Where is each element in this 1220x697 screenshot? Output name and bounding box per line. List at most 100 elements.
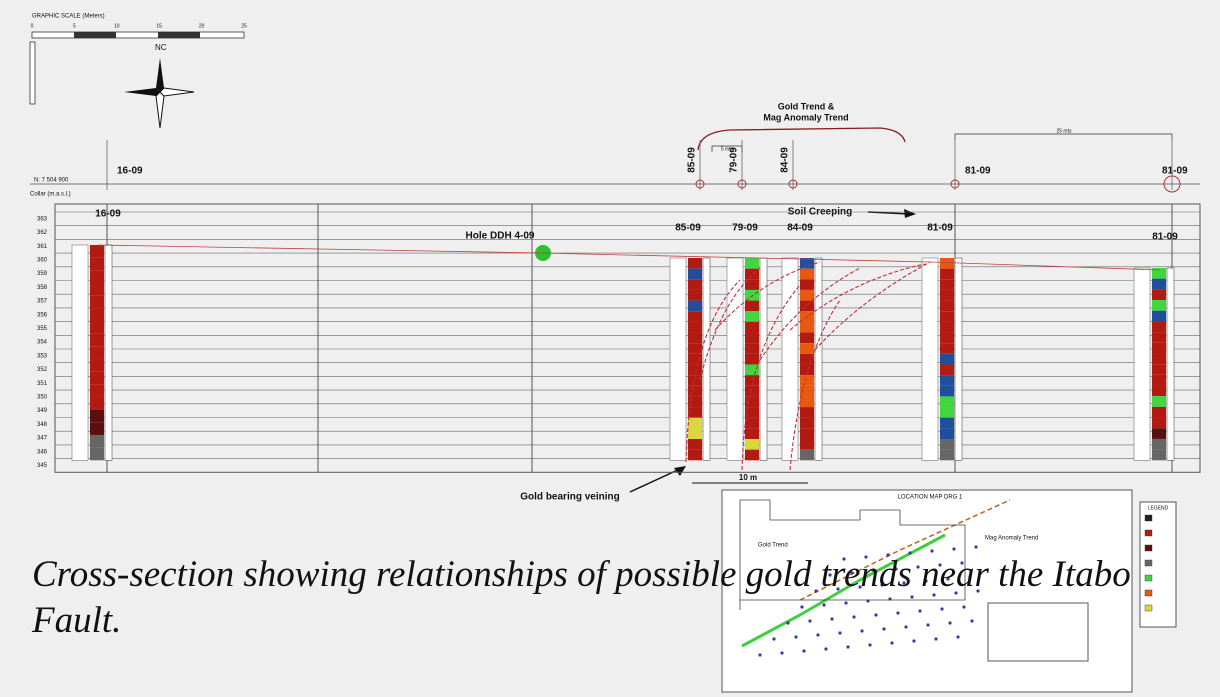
sample-column	[670, 258, 686, 460]
lithology-cell	[1152, 289, 1166, 300]
lithology-cell	[1152, 439, 1166, 450]
page: {"scale": {"title": "GRAPHIC SCALE (Mete…	[0, 0, 1220, 697]
legend-swatch	[1145, 545, 1152, 551]
lithology-cell	[800, 396, 814, 407]
lithology-cell	[688, 311, 702, 322]
lithology-cell	[745, 386, 759, 397]
lithology-cell	[800, 375, 814, 386]
caption: Cross-section showing relationships of p…	[32, 552, 1202, 644]
lithology-cell	[90, 308, 104, 321]
scale-bar	[32, 32, 244, 38]
lithology-cell	[1152, 375, 1166, 386]
lithology-cell	[745, 258, 759, 269]
lithology-cell	[1152, 396, 1166, 407]
scale-tick: 5	[73, 23, 76, 29]
map-point	[758, 653, 761, 656]
lithology-cell	[940, 396, 954, 407]
elevation-label: 358	[37, 285, 48, 291]
section-hole-label: 84-09	[787, 223, 813, 234]
lithology-cell	[940, 301, 954, 312]
lithology-cell	[940, 290, 954, 301]
lithology-cell	[800, 290, 814, 301]
lithology-cell	[688, 333, 702, 344]
lithology-cell	[1152, 386, 1166, 397]
elevation-label: 363	[37, 216, 48, 222]
sample-column	[922, 258, 938, 460]
lithology-cell	[940, 418, 954, 429]
compass-label: NC	[155, 43, 167, 52]
surface-profile	[98, 245, 1160, 270]
elevation-label: 359	[37, 271, 48, 277]
compass	[124, 58, 194, 128]
lithology-cell	[688, 354, 702, 365]
elevation-label: 349	[37, 408, 48, 414]
legend-swatch	[1145, 515, 1152, 521]
lithology-cell	[745, 322, 759, 333]
scale-bar	[74, 32, 116, 38]
trend-label: Mag Anomaly Trend	[763, 112, 848, 122]
scale-title: GRAPHIC SCALE (Meters)	[32, 14, 105, 20]
lithology-cell	[745, 439, 759, 450]
northing: N: 7 504 900	[34, 178, 69, 184]
lithology-cell	[940, 407, 954, 418]
lithology-cell	[800, 439, 814, 450]
lithology-cell	[940, 375, 954, 386]
lithology-cell	[1152, 321, 1166, 332]
lithology-cell	[800, 279, 814, 290]
arrow-head	[904, 209, 916, 218]
map-point	[952, 547, 955, 550]
lithology-cell	[940, 279, 954, 290]
hole-label: 81-09	[1162, 166, 1188, 177]
elevation-label: 345	[37, 463, 48, 469]
elevation-label: 348	[37, 422, 48, 428]
map-point	[802, 649, 805, 652]
lithology-cell	[90, 321, 104, 334]
lithology-cell	[1152, 353, 1166, 364]
lithology-cell	[1152, 450, 1166, 461]
lithology-cell	[688, 407, 702, 418]
lithology-cell	[1152, 279, 1166, 290]
section-hole-label: 79-09	[732, 223, 758, 234]
lithology-cell	[90, 435, 104, 448]
scale-tick: 15	[156, 23, 162, 29]
lithology-cell	[90, 258, 104, 271]
lithology-cell	[940, 269, 954, 280]
elevation-label: 350	[37, 395, 48, 401]
lithology-cell	[688, 290, 702, 301]
map-point	[974, 545, 977, 548]
width-label: 10 m	[739, 473, 757, 482]
section-hole-label: 16-09	[95, 209, 121, 220]
lithology-cell	[1152, 343, 1166, 354]
lithology-cell	[688, 301, 702, 312]
collar-label: Collar (m.a.s.l.)	[30, 192, 71, 198]
veining-label: Gold bearing veining	[520, 492, 619, 503]
lithology-cell	[800, 343, 814, 354]
lithology-cell	[745, 301, 759, 312]
lithology-cell	[90, 334, 104, 347]
elevation-label: 355	[37, 326, 48, 332]
scale-tick: 20	[199, 23, 205, 29]
lithology-cell	[688, 450, 702, 461]
elevation-label: 347	[37, 436, 48, 442]
lithology-cell	[1152, 300, 1166, 311]
elevation-label: 346	[37, 449, 48, 455]
lithology-cell	[90, 245, 104, 258]
lithology-cell	[940, 364, 954, 375]
spacing-label: 25 mts	[1056, 128, 1072, 134]
map-point	[846, 645, 849, 648]
lithology-cell	[1152, 418, 1166, 429]
lithology-cell	[90, 422, 104, 435]
lithology-cell	[800, 301, 814, 312]
section-hole-label: 81-09	[1152, 232, 1178, 243]
map-label: Mag Anomaly Trend	[985, 536, 1038, 542]
lithology-cell	[800, 428, 814, 439]
elevation-label: 351	[37, 381, 48, 387]
lithology-cell	[940, 322, 954, 333]
lithology-cell	[90, 359, 104, 372]
lithology-cell	[940, 343, 954, 354]
scale-tick: 10	[114, 23, 120, 29]
lithology-cell	[745, 333, 759, 344]
lithology-cell	[90, 270, 104, 283]
lithology-cell	[745, 450, 759, 461]
lithology-cell	[90, 346, 104, 359]
